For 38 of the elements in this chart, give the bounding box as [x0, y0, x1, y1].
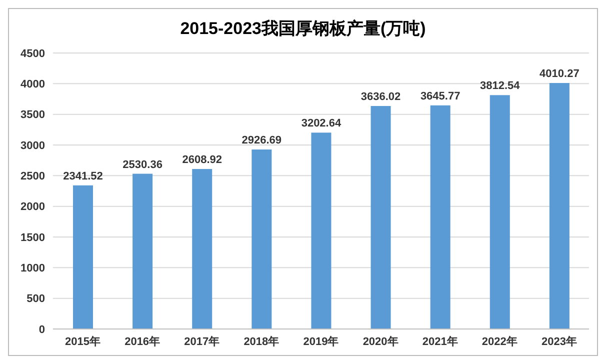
bar — [549, 83, 570, 329]
bar — [490, 95, 510, 329]
x-tick-label: 2022年 — [482, 334, 518, 348]
y-tick-label: 3000 — [20, 140, 45, 152]
y-tick-label: 3500 — [20, 109, 45, 122]
x-tick-label: 2020年 — [362, 334, 398, 348]
bar — [73, 185, 93, 329]
y-tick-label: 1500 — [20, 232, 45, 244]
x-tick-label: 2021年 — [422, 334, 458, 348]
data-label: 3202.64 — [301, 118, 342, 130]
data-label: 3645.77 — [420, 90, 460, 102]
y-tick-label: 2000 — [20, 201, 45, 214]
y-tick-label: 500 — [26, 293, 45, 306]
bar — [252, 149, 272, 329]
y-tick-label: 4000 — [20, 78, 45, 91]
bar — [132, 174, 153, 329]
x-tick-label: 2018年 — [244, 334, 280, 348]
bar — [370, 106, 391, 329]
data-label: 3812.54 — [480, 80, 521, 92]
bar — [430, 105, 450, 329]
y-tick-label: 0 — [38, 324, 45, 336]
x-tick-label: 2019年 — [303, 334, 339, 348]
data-label: 3636.02 — [360, 90, 401, 103]
x-tick-label: 2016年 — [124, 334, 160, 348]
data-label: 2341.52 — [63, 170, 103, 182]
data-label: 2530.36 — [122, 158, 162, 171]
x-tick-label: 2015年 — [65, 334, 101, 348]
chart-title: 2015-2023我国厚钢板产量(万吨) — [179, 18, 427, 40]
bar — [192, 168, 212, 329]
y-tick-label: 4500 — [20, 48, 45, 60]
data-label: 4010.27 — [540, 68, 580, 80]
x-tick-label: 2017年 — [184, 334, 220, 348]
data-label: 2608.92 — [182, 154, 222, 166]
y-tick-label: 2500 — [20, 170, 45, 183]
x-tick-label: 2023年 — [541, 334, 577, 348]
data-label: 2926.69 — [242, 134, 282, 146]
bar — [311, 132, 332, 329]
y-tick-label: 1000 — [20, 262, 45, 275]
